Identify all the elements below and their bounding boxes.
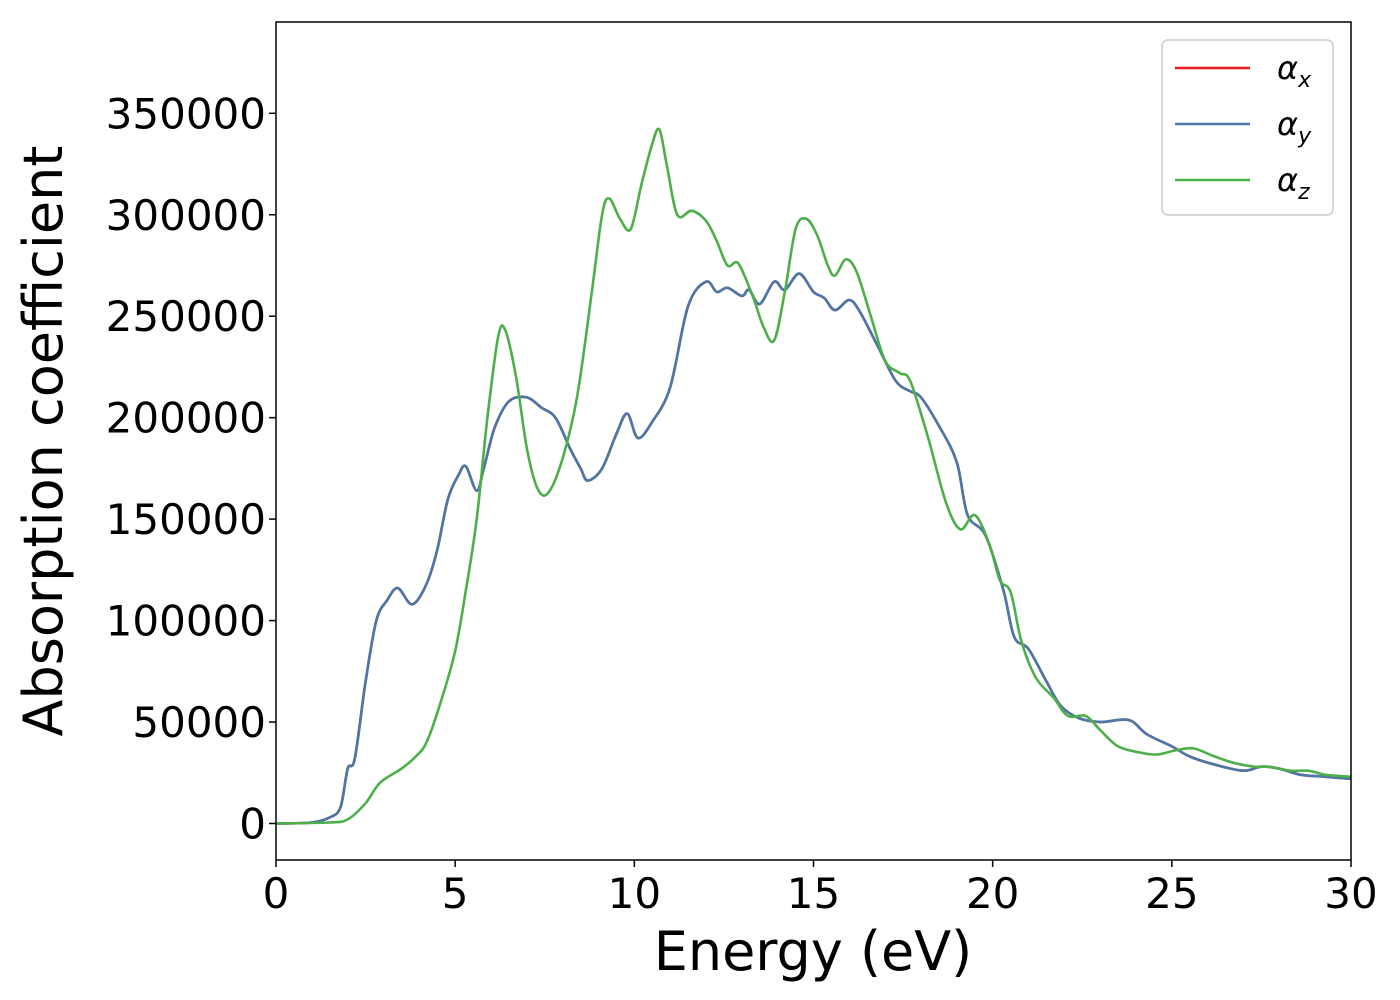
y-tick-label: 200000: [106, 394, 266, 443]
x-axis-title: Energy (eV): [654, 920, 973, 983]
y-tick-label: 100000: [106, 597, 266, 646]
x-tick-label: 20: [966, 869, 1019, 918]
x-tick-label: 10: [608, 869, 661, 918]
x-tick-label: 15: [787, 869, 840, 918]
y-tick-label: 250000: [106, 292, 266, 341]
series-layer: [276, 127, 1351, 825]
legend-box: [1161, 39, 1334, 216]
y-tick-label: 0: [239, 799, 266, 848]
x-tick-label: 30: [1324, 869, 1377, 918]
y-tick-label: 150000: [106, 495, 266, 544]
x-tick-label: 25: [1145, 869, 1198, 918]
y-tick-label: 300000: [106, 191, 266, 240]
y-tick-label: 50000: [132, 698, 266, 747]
y-axis-title: Absorption coefficient: [12, 146, 75, 737]
x-tick-label: 0: [263, 869, 290, 918]
y-tick-label: 350000: [106, 89, 266, 138]
ticks-layer: 0 5 10 15 20 25 30 0 50000 100000 150000 200000 2500…: [106, 89, 1378, 918]
x-tick-label: 5: [442, 869, 469, 918]
series-line-alpha-y: [276, 272, 1351, 825]
series-line-alpha-z: [276, 127, 1351, 825]
